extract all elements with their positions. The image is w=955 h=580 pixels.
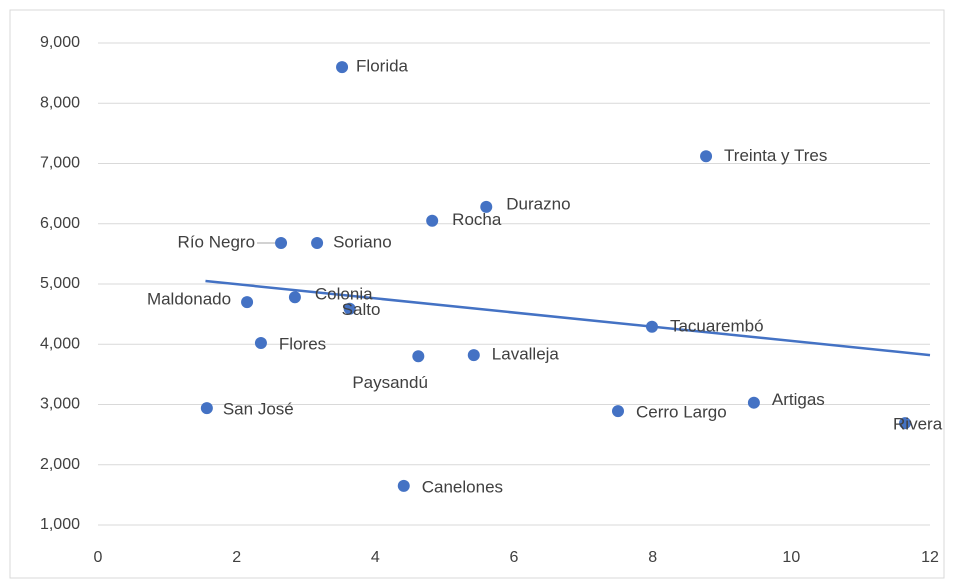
point-label: Tacuarembó xyxy=(670,316,764,335)
point xyxy=(288,291,301,304)
x-tick-label: 10 xyxy=(782,549,800,566)
point xyxy=(467,349,480,362)
point xyxy=(645,320,658,333)
point xyxy=(426,214,439,227)
point-label: Cerro Largo xyxy=(636,403,727,422)
x-tick-label: 0 xyxy=(94,549,103,566)
point xyxy=(412,350,425,363)
point-label: Durazno xyxy=(506,194,570,213)
point-label: Salto xyxy=(342,300,381,319)
y-tick-label: 5,000 xyxy=(40,275,80,292)
y-tick-label: 4,000 xyxy=(40,335,80,352)
point xyxy=(275,237,288,250)
point-label: Colonia xyxy=(315,285,373,304)
y-tick-label: 2,000 xyxy=(40,456,80,473)
point-label: Florida xyxy=(356,57,409,76)
point-label: Rocha xyxy=(452,210,502,229)
point xyxy=(343,302,356,315)
point-label: Río Negro xyxy=(178,233,255,252)
point-label: Treinta y Tres xyxy=(724,146,827,165)
point-label: Artigas xyxy=(772,390,825,409)
point xyxy=(612,405,624,418)
y-tick-label: 7,000 xyxy=(40,155,80,172)
point-label: Paysandú xyxy=(352,373,428,392)
point-label: Lavalleja xyxy=(492,345,560,364)
x-tick-label: 12 xyxy=(921,549,939,566)
y-tick-label: 1,000 xyxy=(40,516,80,533)
y-tick-label: 6,000 xyxy=(40,215,80,232)
x-tick-label: 6 xyxy=(510,549,519,566)
point-label: Rivera xyxy=(893,415,943,434)
x-tick-label: 2 xyxy=(232,549,241,566)
x-tick-label: 4 xyxy=(371,549,380,566)
point xyxy=(480,200,493,213)
point-label: Soriano xyxy=(333,233,392,252)
point xyxy=(200,402,213,415)
y-tick-label: 9,000 xyxy=(40,34,80,51)
point-label: Flores xyxy=(279,335,326,354)
point-label: Canelones xyxy=(422,477,503,496)
y-tick-label: 8,000 xyxy=(40,94,80,111)
point xyxy=(747,396,760,409)
point xyxy=(241,296,254,309)
point-label: San José xyxy=(223,400,294,419)
y-tick-label: 3,000 xyxy=(40,396,80,413)
point xyxy=(397,479,410,492)
point xyxy=(700,150,713,163)
point xyxy=(899,417,912,430)
chart-frame xyxy=(9,9,945,579)
trendline xyxy=(205,279,931,357)
point-label: Maldonado xyxy=(147,290,231,309)
point xyxy=(336,61,349,74)
point xyxy=(311,237,324,250)
point xyxy=(254,337,267,350)
x-tick-label: 8 xyxy=(648,549,657,566)
